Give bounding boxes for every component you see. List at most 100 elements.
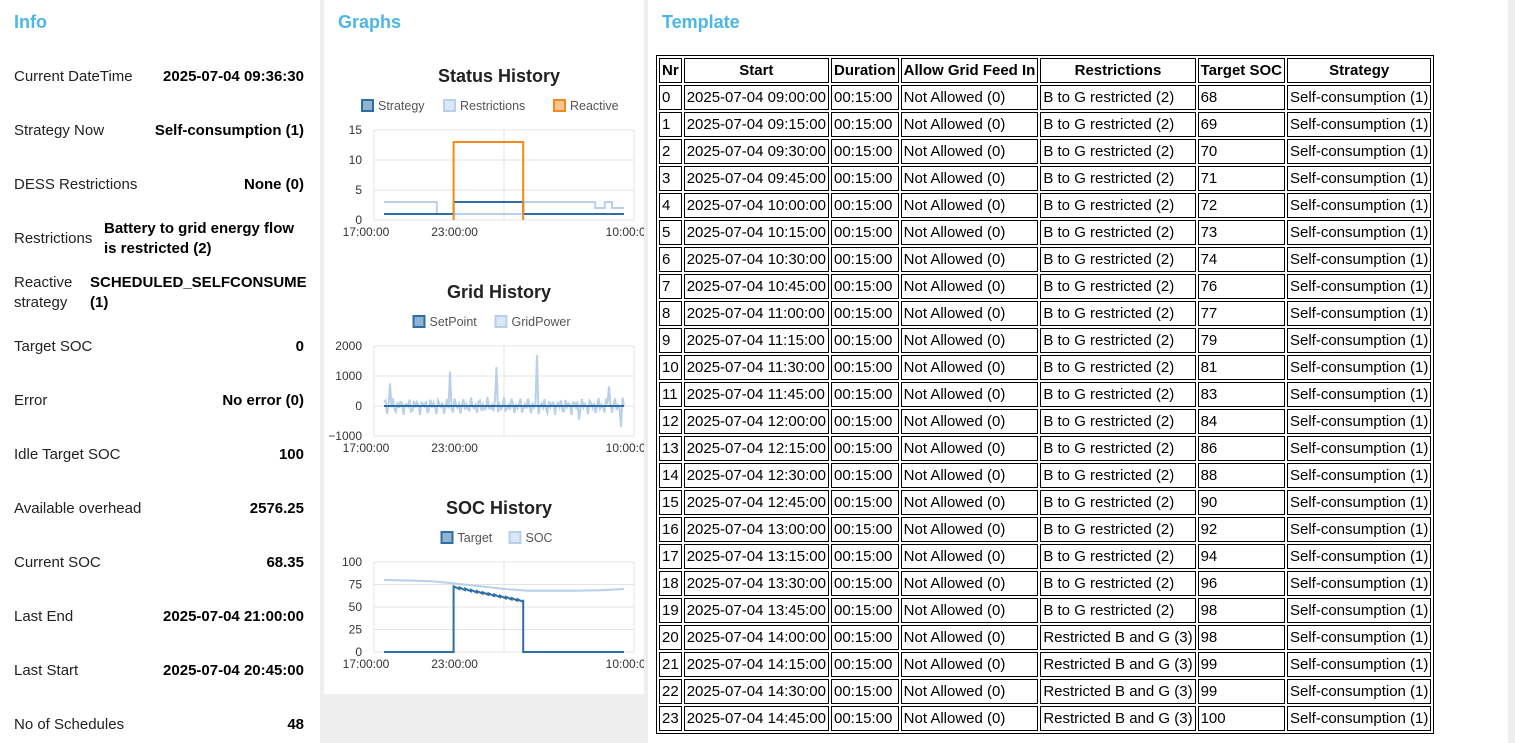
target-series-line xyxy=(384,584,624,653)
info-label: Last End xyxy=(14,608,74,625)
y-tick-label: −1000 xyxy=(328,429,362,443)
table-cell: Self-consumption (1) xyxy=(1286,85,1432,110)
table-cell: Not Allowed (0) xyxy=(900,517,1039,542)
table-cell: 2025-07-04 12:15:00 xyxy=(683,436,829,461)
legend-swatch xyxy=(440,531,454,544)
table-cell: Not Allowed (0) xyxy=(900,544,1039,569)
table-cell: 00:15:00 xyxy=(830,355,899,380)
soc-history-chart: SOC History Target SOC 100 75 50 25 0 17:00:00 23… xyxy=(334,492,644,692)
table-cell: Self-consumption (1) xyxy=(1286,220,1432,245)
table-cell: 15 xyxy=(659,490,682,515)
table-cell: B to G restricted (2) xyxy=(1040,166,1196,191)
table-cell: 90 xyxy=(1197,490,1285,515)
table-row: 5 2025-07-04 10:15:00 00:15:00 Not Allowed … xyxy=(659,220,1432,245)
table-cell: 00:15:00 xyxy=(830,301,899,326)
table-cell: Self-consumption (1) xyxy=(1286,193,1432,218)
x-tick-label: 10:00:00 xyxy=(606,225,644,239)
table-cell: 00:15:00 xyxy=(830,409,899,434)
column-header: Nr xyxy=(659,58,682,83)
table-cell: B to G restricted (2) xyxy=(1040,463,1196,488)
table-cell: B to G restricted (2) xyxy=(1040,139,1196,164)
column-header: Start xyxy=(683,58,829,83)
table-cell: 23 xyxy=(659,706,682,731)
table-cell: 81 xyxy=(1197,355,1285,380)
info-label: Current DateTime xyxy=(14,68,133,85)
soc-series-line xyxy=(383,579,625,592)
table-row: 20 2025-07-04 14:00:00 00:15:00 Not Allowed… xyxy=(659,625,1432,650)
legend-label: Strategy xyxy=(378,99,425,113)
table-cell: B to G restricted (2) xyxy=(1040,85,1196,110)
x-tick-label: 17:00:00 xyxy=(343,225,390,239)
table-cell: Not Allowed (0) xyxy=(900,436,1039,461)
table-cell: Self-consumption (1) xyxy=(1286,247,1432,272)
table-cell: Self-consumption (1) xyxy=(1286,706,1432,731)
table-cell: Self-consumption (1) xyxy=(1286,679,1432,704)
table-row: 1 2025-07-04 09:15:00 00:15:00 Not Allowed … xyxy=(659,112,1432,137)
info-value: No error (0) xyxy=(222,392,304,409)
column-header: Target SOC xyxy=(1197,58,1285,83)
table-row: 21 2025-07-04 14:15:00 00:15:00 Not Allowed… xyxy=(659,652,1432,677)
table-cell: 00:15:00 xyxy=(830,706,899,731)
table-cell: 72 xyxy=(1197,193,1285,218)
info-row-available-overhead: Available overhead 2576.25 xyxy=(14,482,304,536)
grid-history-chart: Grid History SetPoint GridPower 2000 1000 0 −1… xyxy=(328,276,644,476)
table-row: 17 2025-07-04 13:15:00 00:15:00 Not Allowed… xyxy=(659,544,1432,569)
table-cell: Not Allowed (0) xyxy=(900,193,1039,218)
soc-history-svg: SOC History Target SOC 100 75 50 25 017:00:00 23… xyxy=(342,498,644,671)
table-cell: B to G restricted (2) xyxy=(1040,274,1196,299)
table-cell: 4 xyxy=(659,193,682,218)
info-row-target-soc: Target SOC 0 xyxy=(14,320,304,374)
table-cell: Self-consumption (1) xyxy=(1286,112,1432,137)
table-cell: Not Allowed (0) xyxy=(900,652,1039,677)
legend-label: Reactive xyxy=(570,99,619,113)
y-tick-label: 5 xyxy=(355,183,362,197)
table-cell: B to G restricted (2) xyxy=(1040,409,1196,434)
table-cell: B to G restricted (2) xyxy=(1040,220,1196,245)
table-cell: 3 xyxy=(659,166,682,191)
table-header-row: Nr Start Duration Allow Grid Feed In Restric… xyxy=(659,58,1432,83)
table-cell: 2025-07-04 09:00:00 xyxy=(683,85,829,110)
table-row: 16 2025-07-04 13:00:00 00:15:00 Not Allowed… xyxy=(659,517,1432,542)
table-cell: Self-consumption (1) xyxy=(1286,490,1432,515)
table-cell: Restricted B and G (3) xyxy=(1040,625,1196,650)
table-cell: Not Allowed (0) xyxy=(900,274,1039,299)
table-cell: Self-consumption (1) xyxy=(1286,166,1432,191)
table-cell: Restricted B and G (3) xyxy=(1040,652,1196,677)
y-tick-label: 1000 xyxy=(335,369,362,383)
table-cell: B to G restricted (2) xyxy=(1040,436,1196,461)
table-row: 2 2025-07-04 09:30:00 00:15:00 Not Allowed … xyxy=(659,139,1432,164)
grid-history-svg: Grid History SetPoint GridPower 2000 1000 0 −1… xyxy=(328,282,644,455)
table-cell: 2025-07-04 12:45:00 xyxy=(683,490,829,515)
info-row-current-soc: Current SOC 68.35 xyxy=(14,536,304,590)
column-header: Allow Grid Feed In xyxy=(900,58,1039,83)
table-cell: Self-consumption (1) xyxy=(1286,625,1432,650)
template-title: Template xyxy=(662,12,740,32)
table-cell: Self-consumption (1) xyxy=(1286,355,1432,380)
table-cell: 2025-07-04 09:30:00 xyxy=(683,139,829,164)
info-value: 0 xyxy=(295,338,304,355)
table-row: 9 2025-07-04 11:15:00 00:15:00 Not Allowed … xyxy=(659,328,1432,353)
table-cell: 2025-07-04 14:15:00 xyxy=(683,652,829,677)
table-cell: Not Allowed (0) xyxy=(900,706,1039,731)
table-cell: B to G restricted (2) xyxy=(1040,247,1196,272)
chart-title: SOC History xyxy=(446,498,552,518)
legend-swatch xyxy=(443,99,456,112)
table-row: 22 2025-07-04 14:30:00 00:15:00 Not Allowed… xyxy=(659,679,1432,704)
table-cell: 2025-07-04 09:45:00 xyxy=(683,166,829,191)
x-tick-label: 10:00:00 xyxy=(606,657,644,671)
table-cell: 00:15:00 xyxy=(830,112,899,137)
table-cell: 76 xyxy=(1197,274,1285,299)
table-cell: 2025-07-04 13:00:00 xyxy=(683,517,829,542)
table-cell: 2025-07-04 10:00:00 xyxy=(683,193,829,218)
table-cell: 2025-07-04 13:45:00 xyxy=(683,598,829,623)
table-row: 3 2025-07-04 09:45:00 00:15:00 Not Allowed … xyxy=(659,166,1432,191)
table-cell: 2025-07-04 12:00:00 xyxy=(683,409,829,434)
x-tick-label: 23:00:00 xyxy=(431,657,478,671)
table-cell: Restricted B and G (3) xyxy=(1040,706,1196,731)
table-cell: Not Allowed (0) xyxy=(900,409,1039,434)
legend-swatch xyxy=(494,315,508,328)
table-cell: B to G restricted (2) xyxy=(1040,517,1196,542)
table-cell: B to G restricted (2) xyxy=(1040,355,1196,380)
info-value: Battery to grid energy flow is restricte… xyxy=(104,220,295,257)
table-cell: 2025-07-04 09:15:00 xyxy=(683,112,829,137)
